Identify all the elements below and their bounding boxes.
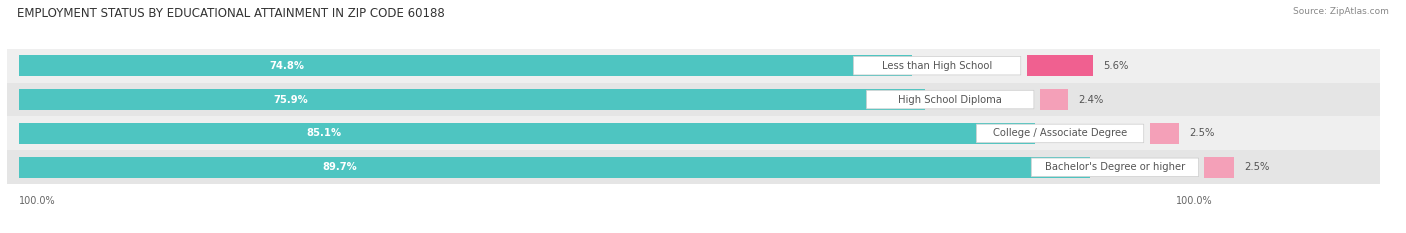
FancyBboxPatch shape <box>866 90 1033 109</box>
Bar <box>7 83 1381 116</box>
Text: 100.0%: 100.0% <box>18 196 56 206</box>
Bar <box>7 150 1381 184</box>
Text: 5.6%: 5.6% <box>1104 61 1129 71</box>
Text: 75.9%: 75.9% <box>273 95 308 105</box>
Text: 2.4%: 2.4% <box>1078 95 1104 105</box>
Text: 74.8%: 74.8% <box>270 61 304 71</box>
Text: 2.5%: 2.5% <box>1244 162 1270 172</box>
Text: Bachelor's Degree or higher: Bachelor's Degree or higher <box>1045 162 1185 172</box>
Bar <box>7 49 1381 83</box>
Legend: In Labor Force, Unemployed: In Labor Force, Unemployed <box>522 231 711 233</box>
Text: High School Diploma: High School Diploma <box>898 95 1002 105</box>
Bar <box>18 89 925 110</box>
Text: 2.5%: 2.5% <box>1189 128 1215 138</box>
Bar <box>18 123 1035 144</box>
Bar <box>7 116 1381 150</box>
FancyBboxPatch shape <box>853 56 1021 75</box>
FancyBboxPatch shape <box>1031 158 1199 177</box>
FancyBboxPatch shape <box>976 124 1143 143</box>
Bar <box>18 55 912 76</box>
Bar <box>1040 89 1069 110</box>
Text: 100.0%: 100.0% <box>1177 196 1213 206</box>
Text: Source: ZipAtlas.com: Source: ZipAtlas.com <box>1294 7 1389 16</box>
Bar <box>18 157 1090 178</box>
Text: 85.1%: 85.1% <box>307 128 342 138</box>
Text: 89.7%: 89.7% <box>323 162 357 172</box>
Bar <box>1150 123 1180 144</box>
Bar <box>1205 157 1234 178</box>
Bar <box>1026 55 1094 76</box>
Text: Less than High School: Less than High School <box>882 61 993 71</box>
Text: College / Associate Degree: College / Associate Degree <box>993 128 1128 138</box>
Text: EMPLOYMENT STATUS BY EDUCATIONAL ATTAINMENT IN ZIP CODE 60188: EMPLOYMENT STATUS BY EDUCATIONAL ATTAINM… <box>17 7 444 20</box>
